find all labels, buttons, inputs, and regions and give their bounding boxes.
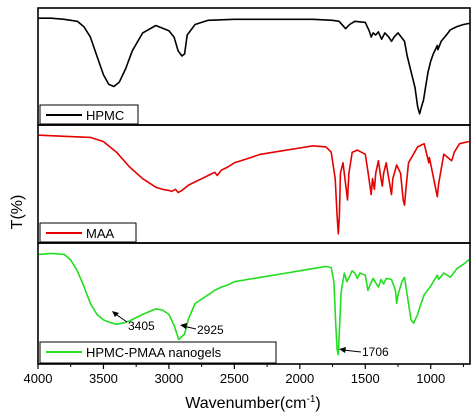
x-tick-label-1000: 1000 — [416, 371, 445, 386]
x-tick-label-1500: 1500 — [351, 371, 380, 386]
legend-box-maa — [39, 222, 137, 243]
annotation-arrowhead-1706 — [339, 347, 346, 353]
series-line-maa — [38, 134, 470, 235]
x-axis-label: Wavenumber(cm-1) — [185, 394, 320, 412]
x-tick-label-3500: 3500 — [89, 371, 118, 386]
legend-label-nanogels: HPMC-PMAA nanogels — [86, 345, 222, 360]
legend-maa: MAA — [39, 222, 137, 243]
annotation-label-2925: 2925 — [197, 323, 224, 337]
legend-hpmc: HPMC — [39, 104, 139, 125]
annotation-1706: 1706 — [339, 345, 389, 359]
annotation-arrowhead-2925 — [180, 323, 187, 329]
y-axis-label: T(%) — [9, 195, 26, 230]
legend-label-hpmc: HPMC — [86, 108, 124, 123]
series-line-nanogels — [38, 252, 470, 356]
panel-frame-nanogels — [37, 242, 471, 365]
x-tick-label-2500: 2500 — [220, 371, 249, 386]
x-tick-label-3000: 3000 — [154, 371, 183, 386]
annotation-arrow-1706 — [342, 349, 362, 353]
series-line-hpmc — [38, 17, 470, 115]
annotation-arrowhead-3405 — [112, 311, 119, 317]
x-tick-label-4000: 4000 — [24, 371, 53, 386]
annotation-2925: 2925 — [180, 323, 224, 337]
legend-label-maa: MAA — [86, 226, 115, 241]
x-tick-label-2000: 2000 — [285, 371, 314, 386]
x-axis: 4000 3500 3000 2500 2000 1500 1000 — [24, 364, 464, 386]
legend-box-hpmc — [39, 104, 139, 125]
legend-nanogels: HPMC-PMAA nanogels — [39, 341, 277, 364]
annotation-label-1706: 1706 — [362, 345, 389, 359]
legend-box-nanogels — [39, 341, 277, 364]
annotation-label-3405: 3405 — [128, 319, 155, 333]
x-axis-label-superscript: -1 — [306, 394, 315, 405]
x-axis-label-end: ) — [315, 395, 320, 412]
annotation-3405: 3405 — [112, 311, 155, 333]
x-axis-label-main: Wavenumber(cm — [185, 395, 306, 412]
